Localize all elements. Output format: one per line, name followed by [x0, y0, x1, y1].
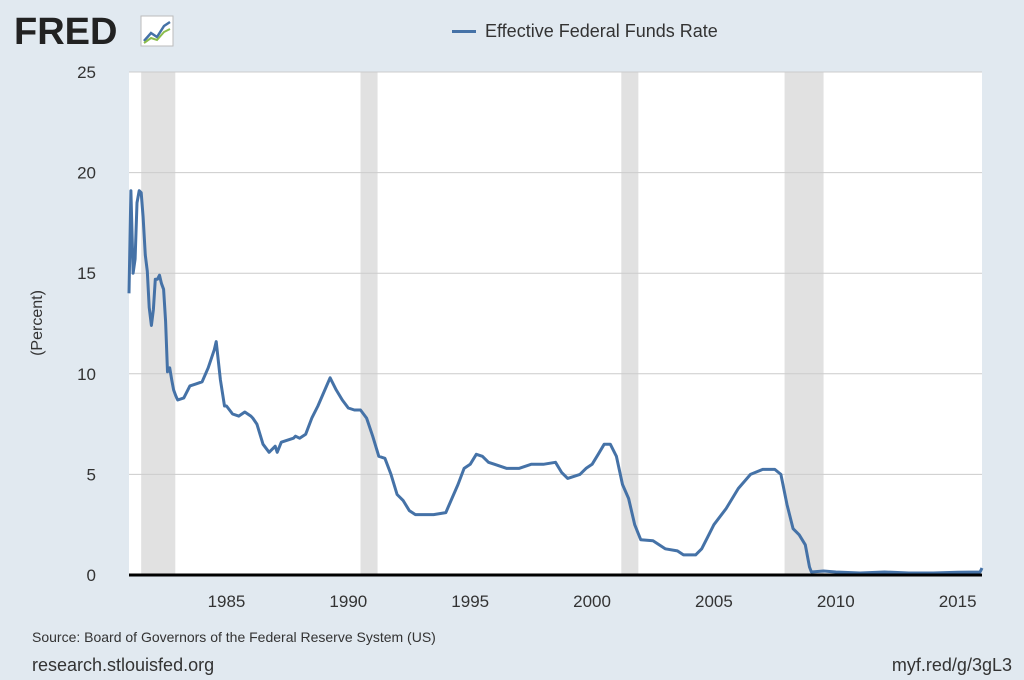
fred-logo-text: FRED	[14, 11, 117, 52]
y-tick-label-5: 5	[87, 465, 96, 484]
y-axis-tick-labels: 0 5 10 15 20 25	[77, 63, 96, 585]
site-link[interactable]: research.stlouisfed.org	[32, 655, 215, 675]
recession-band-0	[141, 72, 176, 575]
x-tick-label-2010: 2010	[817, 592, 855, 611]
fred-logo: FRED	[14, 11, 174, 52]
legend-series-label: Effective Federal Funds Rate	[485, 20, 718, 41]
recession-bands	[141, 72, 824, 575]
recession-band-3	[784, 72, 824, 575]
x-tick-label-1985: 1985	[208, 592, 246, 611]
x-tick-label-1990: 1990	[329, 592, 367, 611]
legend-line-swatch	[452, 29, 476, 33]
y-tick-label-25: 25	[77, 63, 96, 82]
y-tick-label-20: 20	[77, 164, 96, 183]
x-tick-label-2015: 2015	[939, 592, 977, 611]
fred-logo-chart-icon	[140, 15, 174, 47]
x-axis-tick-labels: 1985 1990 1995 2000 2005 2010 2015	[208, 592, 977, 611]
y-tick-label-0: 0	[87, 566, 96, 585]
x-tick-label-2005: 2005	[695, 592, 733, 611]
short-url-link[interactable]: myf.red/g/3gL3	[891, 655, 1012, 675]
x-tick-label-1995: 1995	[451, 592, 489, 611]
x-tick-label-2000: 2000	[573, 592, 611, 611]
chart-legend: Effective Federal Funds Rate	[452, 19, 718, 43]
y-axis-title: (Percent)	[29, 290, 46, 356]
plot-area-background	[129, 72, 982, 575]
source-note: Source: Board of Governors of the Federa…	[32, 629, 436, 645]
y-tick-label-15: 15	[77, 264, 96, 283]
horizontal-gridlines	[129, 71, 982, 475]
y-tick-label-10: 10	[77, 365, 96, 384]
recession-band-2	[621, 72, 639, 575]
series-line-effective-federal-funds-rate	[127, 189, 984, 575]
recession-band-1	[360, 72, 378, 575]
